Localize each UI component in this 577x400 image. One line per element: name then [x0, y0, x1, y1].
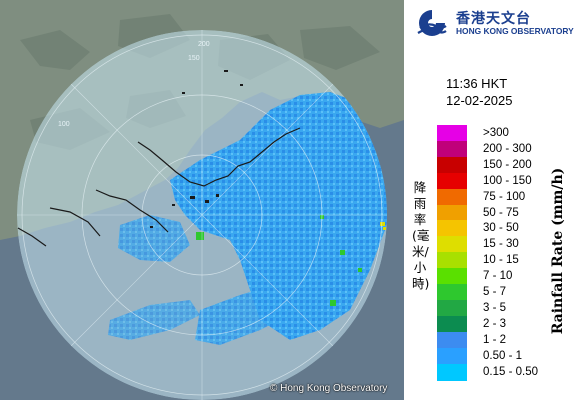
legend-row: >300: [437, 125, 577, 142]
legend-label: 30 - 50: [483, 222, 519, 235]
rainfall-legend: >300 200 - 300 150 - 200 100 - 150 75 - 100 5…: [437, 125, 577, 381]
observatory-logo: 香港天文台 HONG KONG OBSERVATORY: [412, 6, 577, 40]
ring-labels: 200 150 100: [58, 41, 210, 128]
legend-label: 2 - 3: [483, 317, 507, 330]
ring-label-200: 200: [198, 41, 210, 48]
legend-row: 3 - 5: [437, 299, 577, 317]
legend-row: 0.15 - 0.50: [437, 363, 577, 381]
legend-row: 15 - 30: [437, 236, 577, 254]
echo-cluster-west: [118, 215, 190, 262]
rain-echoes: [108, 92, 387, 345]
legend-swatch: [437, 299, 467, 317]
echo-band-south: [195, 265, 350, 345]
legend-row: 150 - 200: [437, 156, 577, 174]
legend-label: 100 - 150: [483, 174, 532, 187]
legend-swatch: [437, 331, 467, 349]
legend-swatch: [437, 156, 467, 174]
copyright-notice: © Hong Kong Observatory: [270, 383, 388, 394]
legend-row: 7 - 10: [437, 268, 577, 286]
legend-row: 30 - 50: [437, 220, 577, 238]
legend-label: 10 - 15: [483, 254, 519, 267]
legend-row: 2 - 3: [437, 315, 577, 333]
echo-band-sw: [108, 300, 200, 340]
legend-label: 200 - 300: [483, 142, 532, 155]
legend-swatch: [437, 363, 467, 381]
legend-label: 50 - 75: [483, 206, 519, 219]
legend-swatch: [437, 220, 467, 238]
legend-label: 150 - 200: [483, 158, 532, 171]
legend-swatch: [437, 172, 467, 190]
legend-row: 50 - 75: [437, 204, 577, 222]
legend-label: 0.50 - 1: [483, 349, 522, 362]
coastline: [17, 127, 301, 247]
legend-label: 1 - 2: [483, 333, 507, 346]
legend-label: 3 - 5: [483, 301, 507, 314]
legend-row: 1 - 2: [437, 331, 577, 349]
observation-date: 12-02-2025: [446, 93, 513, 108]
ring-label-100: 100: [58, 121, 70, 128]
legend-swatch: [437, 284, 467, 301]
legend-swatch: [437, 315, 467, 333]
logo-text-zh: 香港天文台: [456, 11, 531, 27]
legend-row: 0.50 - 1: [437, 347, 577, 365]
radar-map-canvas: 200 150 100: [0, 0, 404, 400]
legend-swatch: [437, 268, 467, 286]
legend-row: 5 - 7: [437, 284, 577, 301]
legend-row: 200 - 300: [437, 140, 577, 158]
legend-swatch: [437, 140, 467, 158]
legend-title-zh: 降雨率(毫米/小時): [412, 180, 430, 291]
legend-title-en: Rainfall Rate (mm/h): [550, 167, 566, 335]
legend-swatch: [437, 188, 467, 206]
ring-label-150: 150: [188, 55, 200, 62]
legend-label: >300: [483, 127, 509, 139]
legend-swatch: [437, 204, 467, 222]
legend-label: 15 - 30: [483, 238, 519, 251]
legend-swatch: [437, 236, 467, 254]
legend-swatch: [437, 347, 467, 365]
legend-label: 75 - 100: [483, 190, 526, 203]
legend-swatch: [437, 125, 467, 142]
echo-yellows: [380, 222, 386, 230]
radar-map: 200 150 100 © Hong Kong Observatory: [0, 0, 404, 400]
observation-time: 11:36 HKT: [446, 76, 508, 91]
range-spokes: [17, 30, 387, 400]
legend-label: 0.15 - 0.50: [483, 365, 538, 378]
observatory-emblem-icon: [417, 10, 447, 36]
legend-label: 5 - 7: [483, 286, 507, 298]
islands: [150, 70, 243, 228]
legend-row: 10 - 15: [437, 252, 577, 270]
legend-row: 75 - 100: [437, 188, 577, 206]
legend-swatch: [437, 252, 467, 270]
logo-text-en: HONG KONG OBSERVATORY: [456, 26, 574, 36]
legend-row: 100 - 150: [437, 172, 577, 190]
info-panel: 香港天文台 HONG KONG OBSERVATORY 11:36 HKT 12…: [404, 0, 577, 400]
legend-label: 7 - 10: [483, 270, 513, 283]
